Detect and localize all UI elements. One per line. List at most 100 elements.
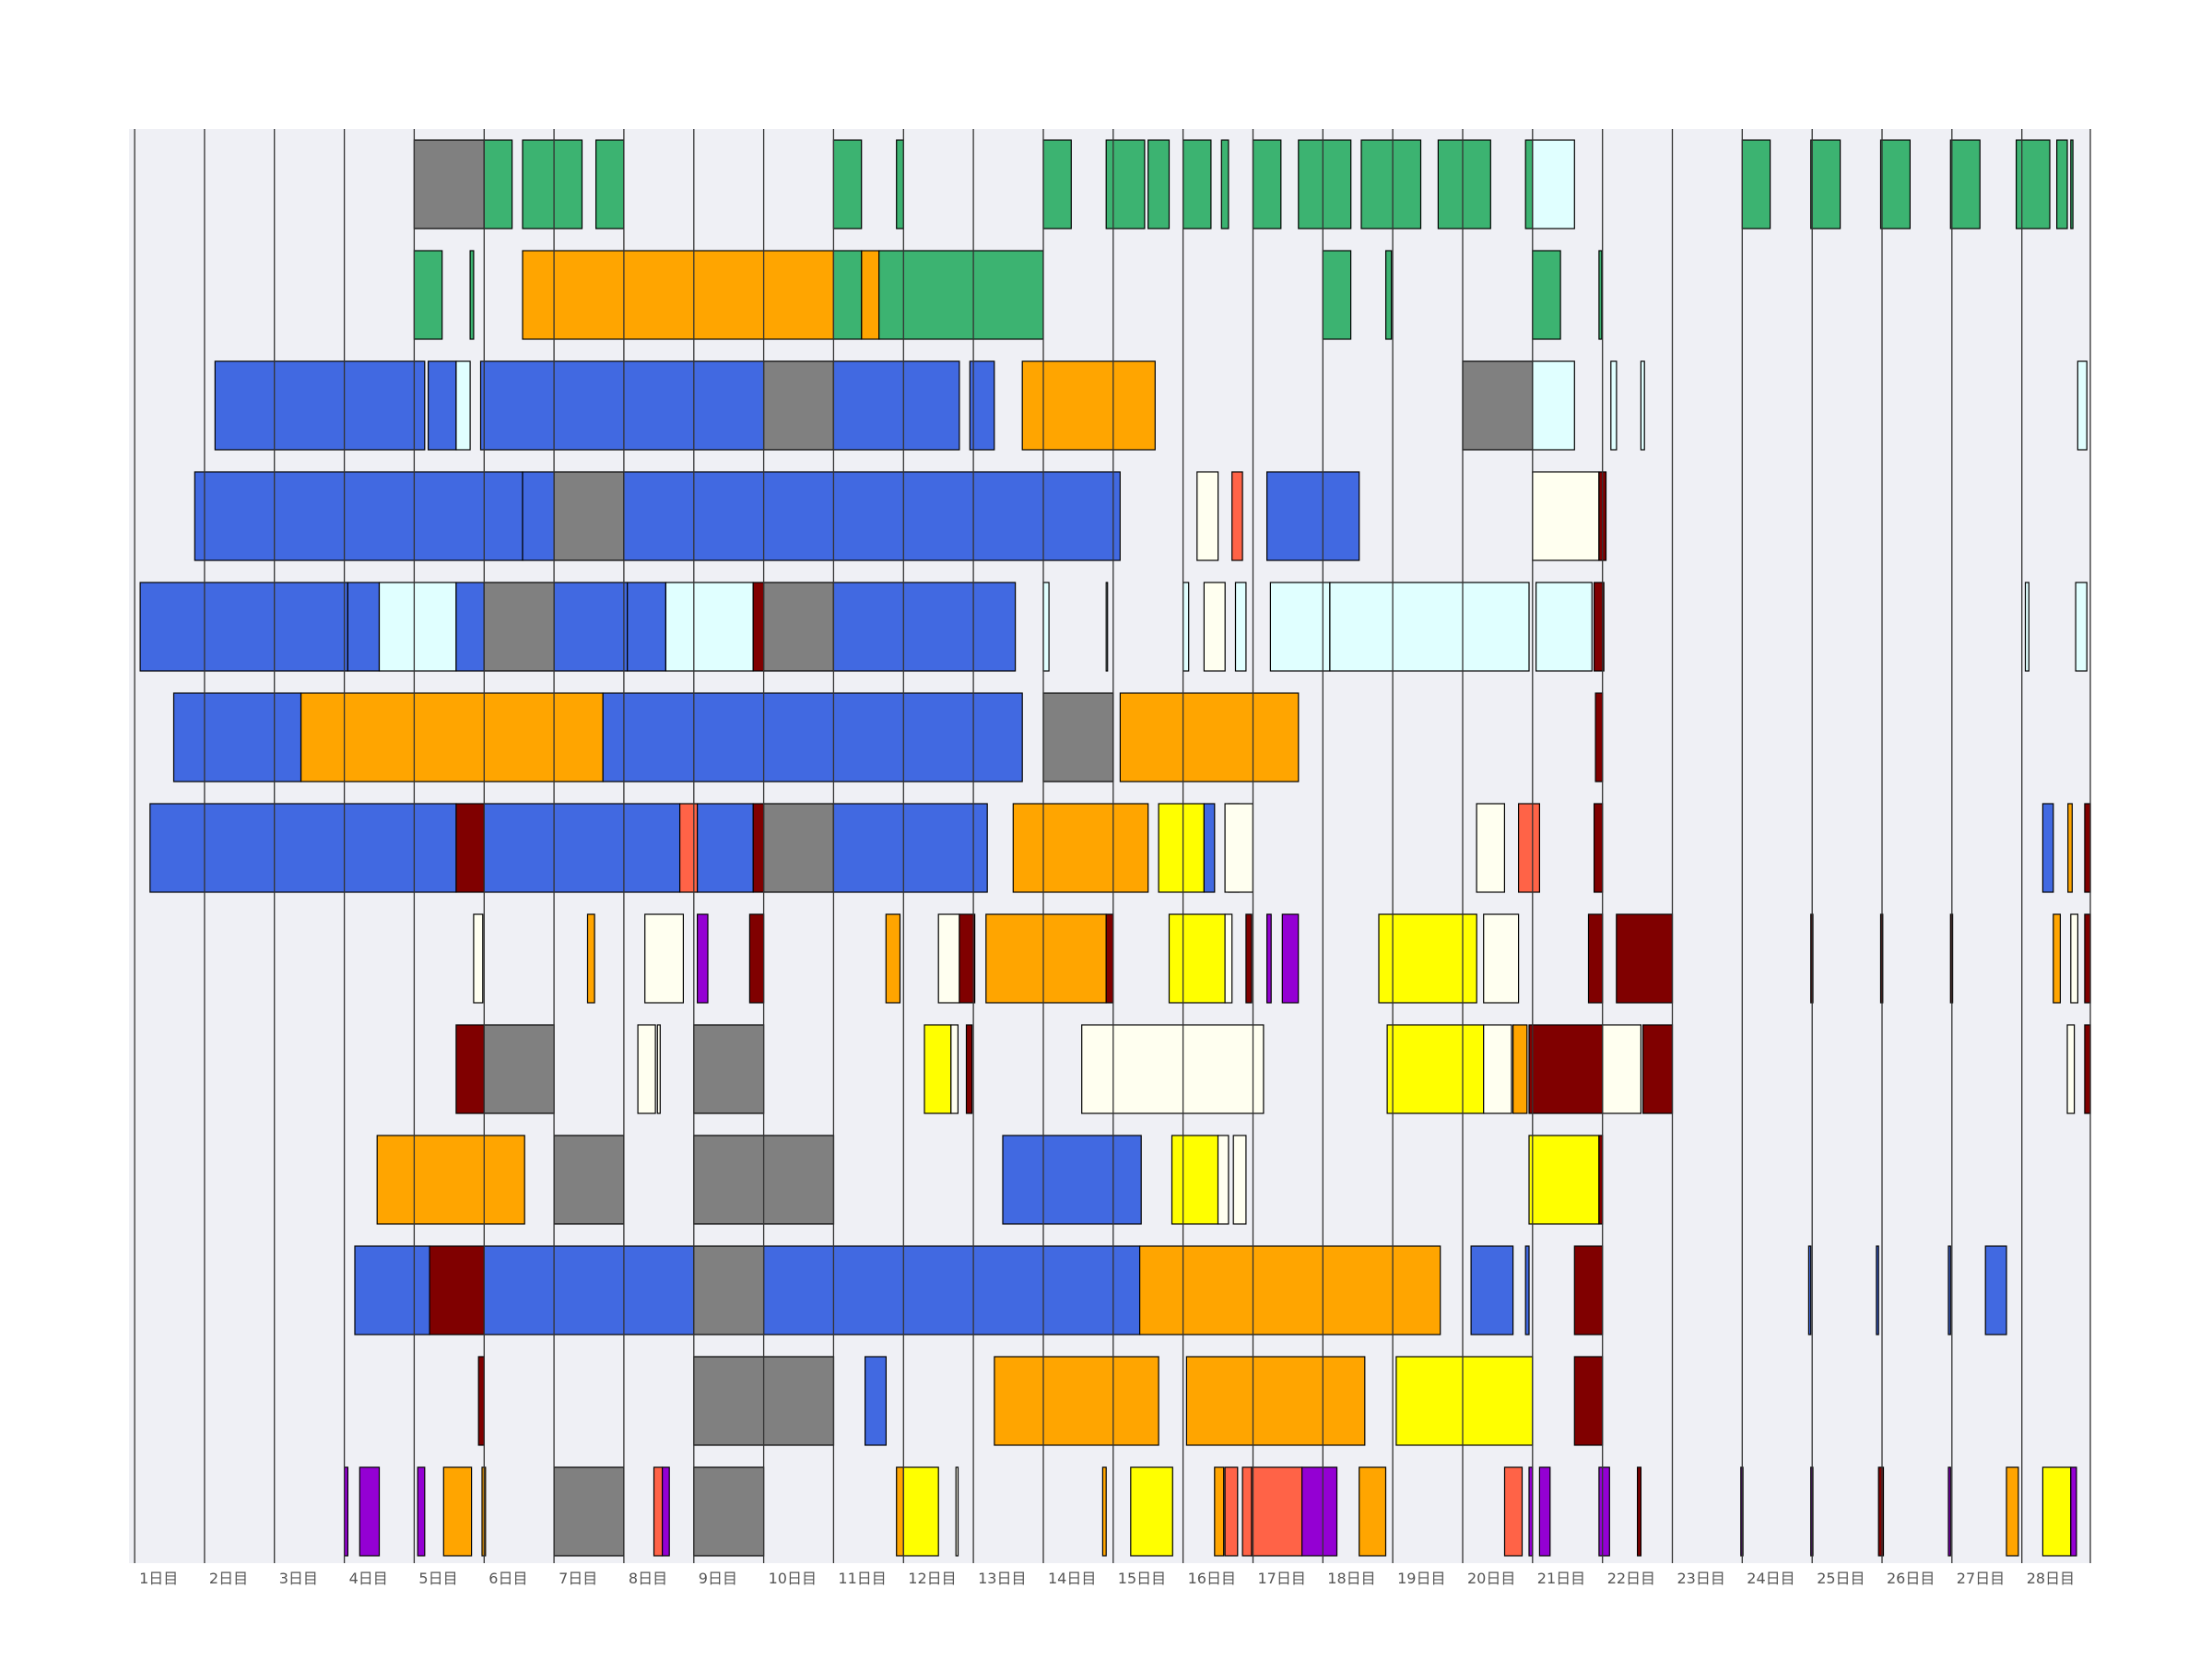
timeline-bar-row-0 bbox=[1741, 139, 1771, 229]
timeline-bar-row-8 bbox=[1081, 1024, 1265, 1114]
timeline-bar-row-7 bbox=[2053, 913, 2062, 1004]
x-tick-label: 9日目 bbox=[699, 1570, 737, 1587]
x-tick-label: 17日目 bbox=[1258, 1570, 1306, 1587]
timeline-bar-row-11 bbox=[1395, 1356, 1534, 1446]
timeline-bar-row-2 bbox=[428, 360, 457, 451]
timeline-bar-row-12 bbox=[1636, 1466, 1641, 1557]
timeline-bar-row-8 bbox=[656, 1024, 661, 1114]
timeline-bar-row-8 bbox=[950, 1024, 959, 1114]
timeline-bar-row-6 bbox=[2041, 803, 2054, 893]
timeline-bar-row-12 bbox=[1947, 1466, 1951, 1557]
timeline-bar-row-12 bbox=[2070, 1466, 2077, 1557]
timeline-bar-row-7 bbox=[696, 913, 709, 1004]
timeline-bar-row-3 bbox=[553, 471, 625, 561]
timeline-bar-row-7 bbox=[985, 913, 1107, 1004]
timeline-bar-row-1 bbox=[1532, 250, 1561, 340]
timeline-bar-row-2 bbox=[1532, 360, 1575, 451]
timeline-bar-row-9 bbox=[1528, 1135, 1600, 1225]
timeline-bar-row-4 bbox=[1042, 582, 1050, 672]
timeline-bar-row-7 bbox=[1265, 913, 1272, 1004]
timeline-bar-row-4 bbox=[1203, 582, 1226, 672]
timeline-bar-row-8 bbox=[637, 1024, 656, 1114]
timeline-bar-row-12 bbox=[1877, 1466, 1885, 1557]
timeline-bar-row-12 bbox=[902, 1466, 939, 1557]
x-tick-label: 8日目 bbox=[629, 1570, 667, 1587]
timeline-bar-row-4 bbox=[1234, 582, 1247, 672]
timeline-bar-row-2 bbox=[832, 360, 960, 451]
timeline-bar-row-7 bbox=[1378, 913, 1477, 1004]
timeline-bar-row-12 bbox=[1101, 1466, 1107, 1557]
timeline-bar-row-6 bbox=[455, 803, 485, 893]
timeline-bar-row-4 bbox=[455, 582, 485, 672]
x-tick-label: 24日目 bbox=[1747, 1570, 1794, 1587]
timeline-bar-row-0 bbox=[1810, 139, 1841, 229]
timeline-bar-row-10 bbox=[429, 1245, 485, 1335]
timeline-bar-row-0 bbox=[896, 139, 904, 229]
timeline-bar-row-6 bbox=[762, 803, 834, 893]
x-tick-label: 2日目 bbox=[209, 1570, 248, 1587]
timeline-bar-row-1 bbox=[832, 250, 863, 340]
timeline-bar-row-1 bbox=[522, 250, 835, 340]
x-tick-label: 18日目 bbox=[1327, 1570, 1375, 1587]
timeline-bar-row-11 bbox=[994, 1356, 1159, 1446]
timeline-bar-row-6 bbox=[752, 803, 765, 893]
timeline-bar-row-6 bbox=[2067, 803, 2073, 893]
timeline-bar-row-3 bbox=[1265, 471, 1360, 561]
timeline-bar-row-10 bbox=[483, 1245, 695, 1335]
timeline-bar-row-11 bbox=[477, 1356, 485, 1446]
timeline-bar-row-10 bbox=[1470, 1245, 1514, 1335]
timeline-bar-row-4 bbox=[1182, 582, 1190, 672]
timeline-bar-row-1 bbox=[1598, 250, 1603, 340]
timeline-bar-row-12 bbox=[1300, 1466, 1338, 1557]
timeline-bar-row-7 bbox=[959, 913, 976, 1004]
timeline-bar-row-2 bbox=[2077, 360, 2088, 451]
timeline-bar-row-10 bbox=[1876, 1245, 1879, 1335]
timeline-bar-row-2 bbox=[1610, 360, 1618, 451]
timeline-bar-row-5 bbox=[1042, 692, 1114, 782]
timeline-bar-row-2 bbox=[1021, 360, 1156, 451]
timeline-bar-row-2 bbox=[1462, 360, 1534, 451]
timeline-bar-row-8 bbox=[483, 1024, 555, 1114]
timeline-bar-row-0 bbox=[1220, 139, 1230, 229]
timeline-bar-row-3 bbox=[522, 471, 555, 561]
timeline-bar-row-1 bbox=[1384, 250, 1393, 340]
timeline-bar-row-0 bbox=[1252, 139, 1282, 229]
timeline-bar-row-9 bbox=[1232, 1135, 1247, 1225]
timeline-bar-row-8 bbox=[1483, 1024, 1512, 1114]
timeline-bar-row-7 bbox=[1224, 913, 1233, 1004]
timeline-bar-row-6 bbox=[483, 803, 681, 893]
timeline-bar-row-7 bbox=[1587, 913, 1604, 1004]
timeline-bar-row-8 bbox=[1386, 1024, 1485, 1114]
timeline-bar-row-8 bbox=[1641, 1024, 1674, 1114]
timeline-bar-row-12 bbox=[1251, 1466, 1303, 1557]
timeline-bar-row-3 bbox=[1196, 471, 1219, 561]
timeline-bar-row-1 bbox=[1322, 250, 1352, 340]
timeline-bar-row-0 bbox=[1360, 139, 1422, 229]
timeline-bar-row-7 bbox=[937, 913, 960, 1004]
timeline-bar-row-12 bbox=[417, 1466, 426, 1557]
timeline-bar-row-7 bbox=[1245, 913, 1253, 1004]
x-tick-label: 10日目 bbox=[769, 1570, 817, 1587]
timeline-bar-row-6 bbox=[2084, 803, 2091, 893]
timeline-bar-row-10 bbox=[354, 1245, 430, 1335]
x-tick-label: 19日目 bbox=[1397, 1570, 1445, 1587]
timeline-bar-row-8 bbox=[693, 1024, 765, 1114]
timeline-bar-row-4 bbox=[1269, 582, 1331, 672]
timeline-bar-row-12 bbox=[1130, 1466, 1173, 1557]
timeline-bar-row-8 bbox=[2066, 1024, 2076, 1114]
timeline-bar-row-6 bbox=[1012, 803, 1149, 893]
timeline-bar-row-4 bbox=[347, 582, 381, 672]
timeline-bar-row-7 bbox=[644, 913, 685, 1004]
timeline-bar-row-12 bbox=[1241, 1466, 1253, 1557]
timeline-bar-row-9 bbox=[1002, 1135, 1142, 1225]
timeline-bar-row-3 bbox=[194, 471, 524, 561]
timeline-bar-row-0 bbox=[832, 139, 863, 229]
timeline-bar-row-12 bbox=[653, 1466, 664, 1557]
timeline-bar-row-4 bbox=[1535, 582, 1593, 672]
timeline-bar-row-6 bbox=[696, 803, 754, 893]
timeline-bar-row-8 bbox=[455, 1024, 485, 1114]
timeline-bar-row-4 bbox=[832, 582, 1017, 672]
timeline-bar-row-12 bbox=[442, 1466, 473, 1557]
timeline-bar-row-11 bbox=[864, 1356, 887, 1446]
